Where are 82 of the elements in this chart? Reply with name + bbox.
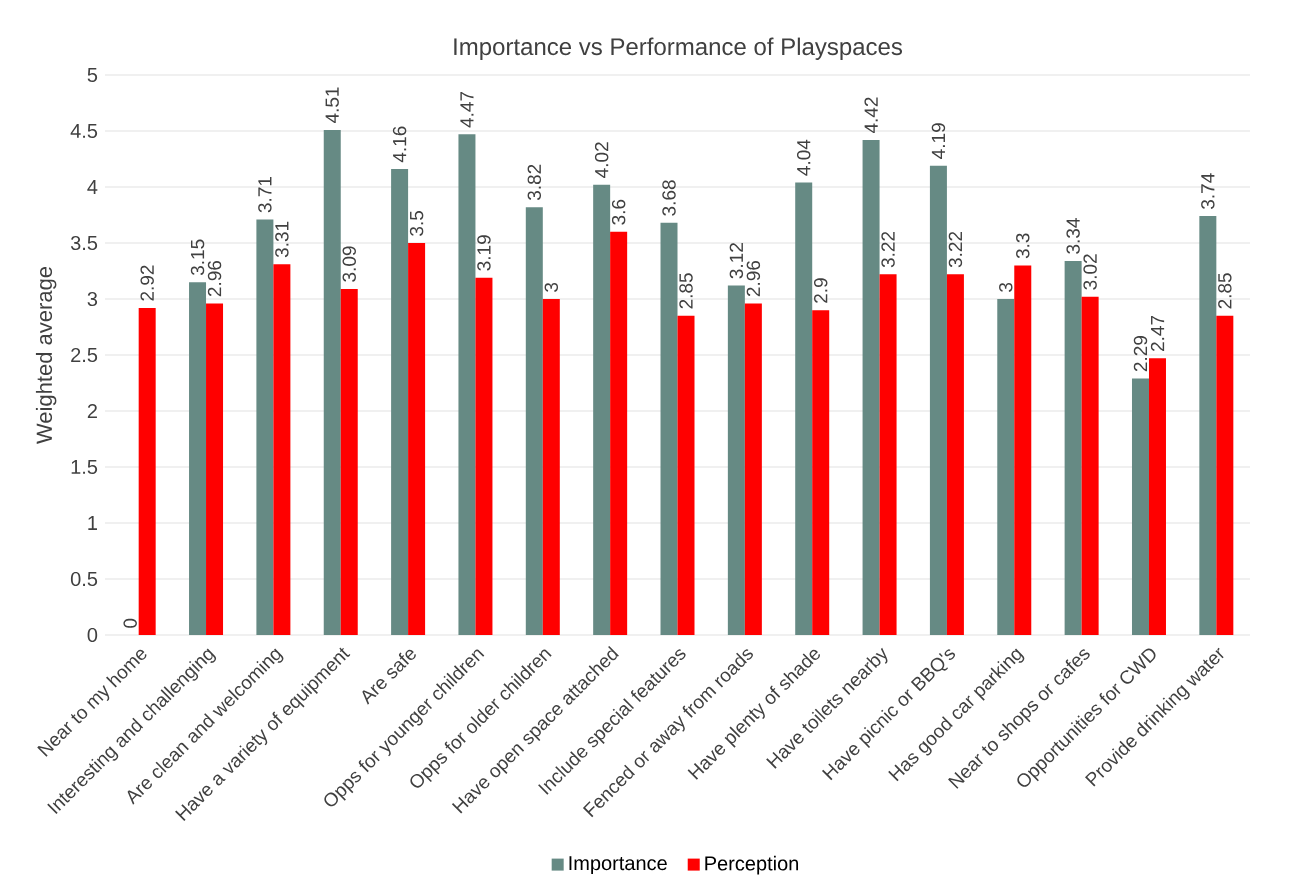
data-label: 2.92 [140, 265, 154, 301]
data-label: 3.02 [1083, 254, 1097, 290]
bar [862, 139, 880, 635]
chart-title: Importance vs Performance of Playspaces [454, 37, 903, 60]
data-label: 3.15 [190, 239, 205, 275]
y-tick-label: 0.5 [70, 571, 98, 586]
bar [812, 310, 830, 635]
data-label: 3.31 [275, 221, 289, 257]
data-label: 4.04 [796, 139, 811, 176]
data-label: 3 [544, 282, 559, 292]
data-label: 4.47 [460, 91, 474, 128]
bar [391, 168, 409, 635]
data-label: 2.85 [1218, 273, 1232, 309]
bar [1081, 296, 1099, 635]
bar [189, 282, 207, 635]
y-axis-title: Weighted average [35, 266, 57, 444]
data-label: 4.42 [864, 97, 878, 133]
data-label: 3.19 [477, 235, 491, 271]
data-label: 4.02 [594, 142, 609, 178]
y-tick-label: 3.5 [70, 235, 98, 250]
bar [997, 298, 1015, 635]
bar [727, 285, 745, 635]
bar [610, 231, 628, 635]
data-label: 2.29 [1133, 335, 1148, 372]
y-tick-label: 5 [87, 67, 98, 82]
bar [1131, 378, 1149, 635]
bar [206, 303, 224, 635]
data-label: 4.19 [931, 123, 946, 159]
y-tick-label: 2 [87, 403, 97, 418]
y-tick-label: 1 [88, 515, 97, 530]
bar [879, 274, 897, 635]
bar [929, 165, 947, 635]
bar [1199, 215, 1217, 635]
y-tick-label: 4.5 [70, 123, 98, 138]
data-label: 3.34 [1066, 217, 1080, 254]
bar [525, 206, 543, 635]
bar [340, 288, 358, 635]
data-label: 3.6 [611, 199, 626, 225]
bar [677, 315, 695, 635]
bar [1064, 260, 1082, 635]
bar [256, 219, 274, 635]
data-label: 2.9 [813, 278, 828, 303]
data-label: 3.09 [342, 246, 356, 282]
data-label: 3.22 [948, 231, 963, 268]
data-label: 3.3 [1016, 233, 1030, 259]
data-label: 4.51 [325, 87, 339, 123]
bar [273, 264, 291, 635]
y-tick-label: 1.5 [71, 459, 98, 474]
data-label: 3.5 [409, 210, 424, 236]
bar [946, 274, 964, 635]
bar [475, 277, 493, 635]
data-label: 3.22 [881, 231, 895, 268]
data-label: 3.12 [729, 242, 744, 279]
bar [542, 298, 560, 635]
data-label: 2.85 [679, 273, 693, 309]
bar [660, 222, 678, 635]
bar [408, 242, 426, 635]
data-label: 2.96 [207, 260, 222, 296]
legend-label: Importance [569, 856, 667, 874]
data-label: 3.82 [527, 164, 542, 200]
data-label: 2.96 [746, 260, 761, 296]
legend-label: Perception [705, 855, 799, 875]
bar [795, 182, 813, 635]
data-label: 3.71 [258, 176, 272, 213]
y-tick-label: 2.5 [71, 347, 98, 362]
bar [323, 129, 341, 635]
data-label: 4.16 [392, 126, 407, 163]
bar [593, 184, 611, 635]
y-tick-label: 0 [87, 627, 98, 642]
data-label: 2.47 [1150, 315, 1165, 351]
y-tick-label: 4 [87, 179, 98, 194]
bar [1216, 315, 1234, 635]
bar [1014, 265, 1032, 635]
bar [744, 303, 762, 635]
bar [458, 134, 476, 635]
bar [138, 307, 156, 635]
data-label: 3.74 [1201, 173, 1215, 209]
bar [1148, 358, 1166, 635]
y-tick-label: 3 [87, 291, 98, 306]
data-label: 3.68 [662, 180, 676, 216]
data-label: 0 [123, 618, 137, 628]
data-label: 3 [999, 282, 1013, 292]
